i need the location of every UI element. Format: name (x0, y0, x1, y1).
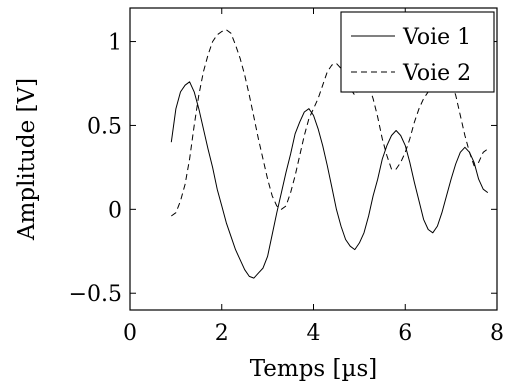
x-tick-label: 0 (123, 321, 137, 346)
x-tick-label: 8 (490, 321, 504, 346)
series-line-voie-1 (170, 81, 489, 279)
x-tick-label: 4 (307, 321, 321, 346)
legend: Voie 1 Voie 2 (340, 11, 495, 93)
y-tick-label: 0.5 (87, 114, 122, 139)
legend-label-voie-2: Voie 2 (402, 61, 471, 86)
y-tick-label: 1 (108, 31, 122, 56)
ticks-layer: 0 2 4 6 8−0.500.51 (69, 8, 504, 346)
x-tick-label: 6 (398, 321, 412, 346)
y-axis-title: Amplitude [V] (14, 78, 40, 241)
x-tick-label: 2 (215, 321, 229, 346)
legend-box (340, 11, 495, 93)
legend-label-voie-1: Voie 1 (402, 25, 471, 50)
x-axis-title: Temps [µs] (250, 356, 378, 382)
y-tick-label: 0 (108, 198, 122, 223)
y-tick-label: −0.5 (69, 282, 122, 307)
